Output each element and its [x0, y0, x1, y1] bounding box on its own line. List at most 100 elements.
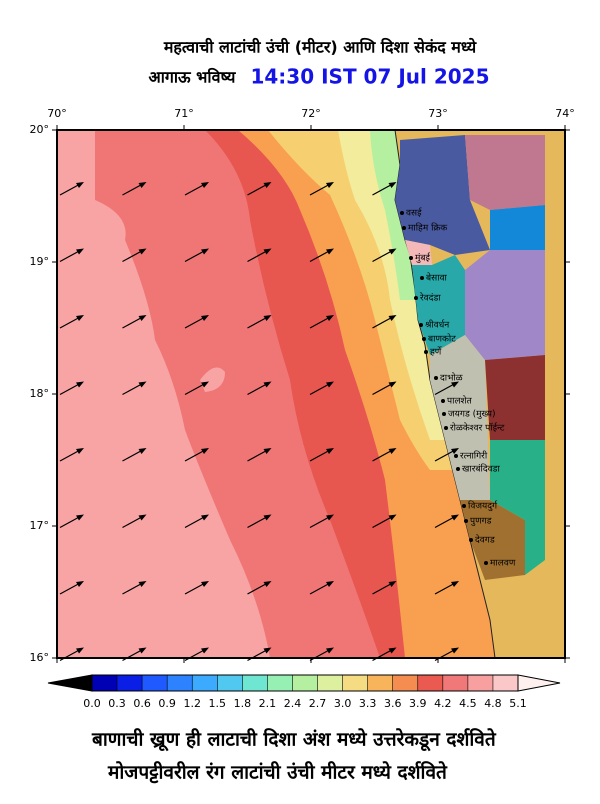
place-label: हर्णे [430, 346, 442, 358]
place-label: जयगड (मुख्य) [448, 410, 496, 420]
colorbar-segment [467, 675, 493, 691]
place-dot [419, 323, 423, 327]
wave-arrow-head [76, 182, 84, 188]
wave-arrow-head [76, 381, 84, 388]
place-label: पुणगड [470, 517, 492, 527]
place-dot [434, 376, 438, 380]
wave-arrow-head [326, 315, 334, 321]
wave-arrow-head [388, 248, 397, 255]
colorbar-label: 0.3 [108, 697, 126, 710]
colorbar-segment [492, 675, 518, 691]
colorbar-label: 2.1 [259, 697, 277, 710]
place-label: माहिम क्रिक [408, 222, 448, 234]
place-dot [409, 256, 413, 260]
colorbar-end [517, 674, 561, 692]
time: 14:30 IST 07 Jul 2025 [250, 65, 489, 89]
lat-label: 20° [30, 123, 50, 136]
colorbar-segment [317, 675, 343, 691]
place-dot [414, 296, 418, 300]
colorbar-segment [292, 675, 318, 691]
wave-arrow-head [388, 381, 397, 388]
map [57, 130, 565, 658]
colorbar-segment [192, 675, 218, 691]
place-dot [422, 337, 426, 341]
wave-arrow-head [388, 182, 397, 188]
colorbar-label: 4.5 [459, 697, 477, 710]
colorbar-segment [367, 675, 393, 691]
wave-arrow-head [76, 514, 84, 521]
colorbar-segment [392, 675, 418, 691]
place-dot [454, 454, 458, 458]
colorbar-segment [167, 675, 193, 691]
wave-arrow-head [201, 248, 209, 255]
colorbar-segment [442, 675, 468, 691]
place-label: मालवण [490, 559, 516, 569]
title: महत्वाची लाटांची उंची (मीटर) आणि दिशा से… [163, 38, 477, 57]
colorbar-segment [217, 675, 243, 691]
wave-arrow-head [201, 381, 209, 388]
colorbar-label: 2.4 [284, 697, 302, 710]
place-dot [456, 467, 460, 471]
subtitle: आगाऊ भविष्य [149, 68, 237, 87]
place-dot [462, 504, 466, 508]
colorbar-segment [117, 675, 143, 691]
colorbar-segment [342, 675, 368, 691]
colorbar-segment [417, 675, 443, 691]
wave-arrow-head [138, 514, 147, 521]
colorbar-label: 0.6 [133, 697, 151, 710]
place-label: रेवदंडा [420, 292, 442, 304]
place-dot [420, 276, 424, 280]
colorbar-label: 3.3 [359, 697, 377, 710]
colorbar-segment [267, 675, 293, 691]
wave-arrow-head [138, 182, 147, 188]
lat-label: 17° [30, 519, 50, 532]
colorbar-label: 2.7 [309, 697, 327, 710]
wave-arrow-head [326, 647, 334, 654]
wave-arrow-head [138, 315, 147, 321]
place-label: देवगड [475, 534, 495, 546]
wave-arrow-head [388, 315, 397, 321]
place-label: बेसावा [426, 272, 448, 284]
wave-arrow-head [138, 248, 147, 255]
wave-arrow-head [138, 381, 147, 388]
wave-arrow-head [76, 581, 84, 587]
colorbar-label: 1.5 [209, 697, 227, 710]
wave-arrow-head [201, 647, 209, 654]
colorbar-label: 0.0 [83, 697, 101, 710]
colorbar-end [47, 674, 93, 692]
wave-arrow-head [451, 448, 459, 454]
colorbar-label: 1.2 [183, 697, 201, 710]
wave-arrow-head [388, 514, 397, 521]
wave-arrow-head [326, 182, 334, 188]
wave-arrow-head [201, 448, 209, 454]
place-dot [441, 399, 445, 403]
wave-arrow-head [451, 581, 459, 587]
wave-arrow-head [326, 448, 334, 454]
lon-label: 74° [555, 107, 575, 120]
place-label: दाभोळ [440, 372, 463, 384]
wave-arrow-head [263, 315, 272, 321]
place-label: रोळकेश्वर पॉईन्ट [450, 422, 505, 434]
lon-label: 73° [428, 107, 448, 120]
place-label: रत्नागिरी [460, 450, 488, 462]
place-dot [444, 426, 448, 430]
place-label: खारबंदिवडा [462, 463, 500, 475]
wave-arrow-head [451, 514, 459, 521]
wave-arrow-head [201, 315, 209, 321]
lon-label: 71° [174, 107, 194, 120]
footer-line: मोजपट्टीवरील रंग लाटांची उंची मीटर मध्ये… [107, 761, 448, 784]
wave-arrow-head [263, 514, 272, 521]
colorbar-label: 5.1 [509, 697, 527, 710]
lon-label: 70° [47, 107, 67, 120]
wave-arrow-head [76, 448, 84, 454]
place-label: विजयदुर्ग [468, 500, 498, 512]
place-dot [464, 519, 468, 523]
wave-arrow-head [388, 448, 397, 454]
place-label: मुंबई [415, 252, 431, 264]
colorbar-label: 4.2 [434, 697, 452, 710]
wave-arrow-head [388, 581, 397, 587]
wave-arrow-head [76, 647, 84, 654]
wave-arrow-head [263, 448, 272, 454]
wave-arrow-head [326, 581, 334, 587]
